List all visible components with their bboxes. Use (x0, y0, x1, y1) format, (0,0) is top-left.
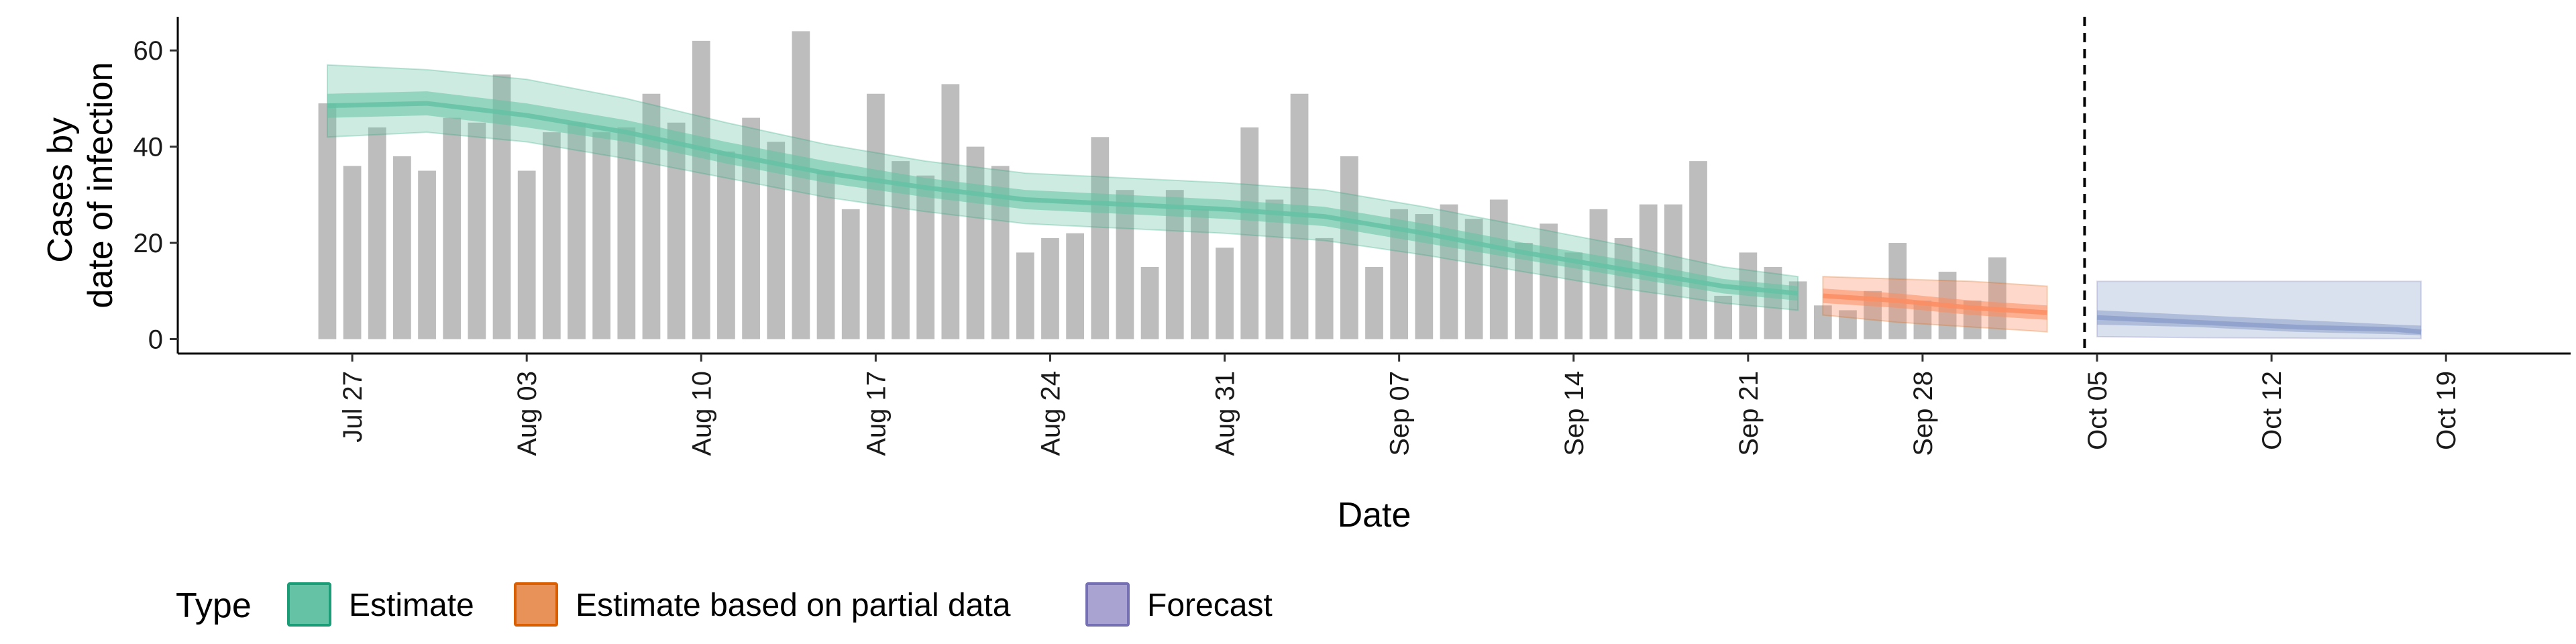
y-tick-label: 0 (148, 325, 163, 354)
case-bar (1764, 266, 1782, 339)
y-tick-label: 60 (133, 36, 164, 66)
case-bar (717, 151, 735, 339)
case-bar (1365, 266, 1383, 339)
case-bar (792, 31, 810, 339)
legend-key-forecast (1085, 582, 1130, 627)
case-bar (1066, 233, 1085, 339)
case-bar (667, 122, 686, 339)
case-bar (1540, 223, 1558, 339)
case-bar (1340, 156, 1358, 339)
case-bar (592, 132, 611, 339)
case-bar (1988, 257, 2006, 339)
y-axis-title-line-2: date of infection (81, 62, 120, 308)
case-bar (1888, 243, 1907, 339)
x-tick-label: Sep 14 (1560, 371, 1589, 456)
case-bar (866, 93, 885, 339)
case-bar (1091, 137, 1110, 339)
y-ticks: 0 20 40 60 (133, 36, 178, 354)
x-tick-label: Oct 05 (2083, 371, 2112, 450)
case-bar (1041, 237, 1059, 339)
case-bar (1839, 310, 1857, 339)
legend-label-forecast: Forecast (1147, 588, 1273, 623)
axes: 0 20 40 60 Jul 27 Aug 03 Aug 10 Aug 17 Aug 24 Au… (133, 17, 2571, 456)
estimate-median-line (327, 101, 1799, 296)
y-tick-label: 40 (133, 133, 164, 162)
y-axis-title-line-1: Cases by (41, 117, 80, 263)
case-bar (1589, 209, 1608, 339)
legend-key-estimate (287, 582, 331, 627)
case-bar (318, 103, 337, 339)
x-tick-label: Sep 07 (1385, 371, 1415, 456)
case-bar (1191, 209, 1209, 339)
x-tick-label: Aug 31 (1211, 371, 1240, 456)
y-tick-label: 20 (133, 229, 164, 258)
case-bar (1489, 199, 1508, 339)
case-bar (542, 132, 561, 339)
y-axis-title: Cases by date of infection (41, 62, 120, 308)
case-bar (1016, 252, 1034, 339)
x-tick-label: Aug 10 (687, 371, 716, 456)
x-axis-title: Date (1338, 496, 1411, 535)
legend: Type Estimate Estimate based on partial d… (176, 582, 1273, 627)
x-tick-label: Oct 19 (2432, 371, 2461, 450)
case-bar (1216, 248, 1234, 339)
x-tick-label: Sep 21 (1734, 371, 1764, 456)
case-bar (1240, 127, 1259, 339)
estimate-band-90 (326, 64, 1799, 311)
case-bar (1140, 266, 1159, 339)
x-tick-label: Aug 24 (1036, 371, 1065, 456)
case-bar (816, 170, 835, 339)
legend-label-estimate-based-on-partial-data: Estimate based on partial data (576, 588, 1011, 623)
case-bar (393, 156, 411, 339)
case-bar (568, 122, 586, 339)
case-bar (1689, 161, 1707, 339)
case-bar (841, 209, 860, 339)
case-bar (1813, 305, 1832, 339)
case-bar (767, 142, 786, 339)
case-bar (692, 40, 710, 339)
case-bar (966, 146, 985, 339)
case-bar (617, 127, 636, 339)
median-lines-layer (327, 101, 2422, 335)
legend-label-estimate: Estimate (349, 588, 474, 623)
forecast-median-line (2096, 315, 2422, 335)
case-bar (443, 117, 462, 339)
case-bar (1714, 295, 1733, 339)
case-bar (1315, 237, 1334, 339)
case-bar (468, 122, 486, 339)
x-tick-label: Oct 12 (2257, 371, 2287, 450)
x-tick-label: Aug 03 (513, 371, 542, 456)
case-bar (1116, 190, 1134, 339)
legend-title: Type (176, 586, 252, 625)
case-bar (418, 170, 436, 339)
case-bar (941, 84, 960, 339)
x-tick-label: Jul 27 (338, 371, 368, 443)
ribbons-layer (326, 64, 2422, 339)
case-bar (1440, 204, 1458, 339)
case-bar (916, 175, 935, 339)
case-bar (1614, 237, 1633, 339)
x-tick-label: Sep 28 (1909, 371, 1938, 456)
estimate-band-50 (327, 91, 1799, 301)
case-bar (517, 170, 536, 339)
x-ticks: Jul 27 Aug 03 Aug 10 Aug 17 Aug 24 Aug 31 Sep … (338, 354, 2461, 456)
legend-key-estimate-based-on-partial-data (514, 582, 558, 627)
case-bar (343, 166, 362, 339)
estimate-based-on-partial-data-median-line (1823, 293, 2047, 315)
x-tick-label: Aug 17 (861, 371, 891, 456)
case-bar (368, 127, 386, 339)
